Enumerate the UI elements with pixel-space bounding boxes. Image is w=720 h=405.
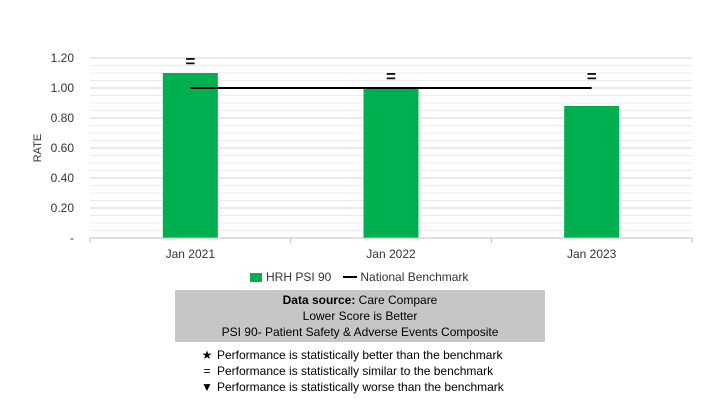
info-box: Data source: Care Compare Lower Score is…: [175, 290, 545, 342]
info-line-measure: PSI 90- Patient Safety & Adverse Events …: [221, 325, 499, 339]
note-text: Performance is statistically similar to …: [217, 364, 494, 378]
legend-line-icon: [343, 276, 358, 278]
x-tick-label: Jan 2021: [166, 247, 216, 261]
legend-swatch-icon: [250, 272, 262, 282]
data-source-label: Data source:: [282, 293, 356, 307]
legend-item-benchmark: National Benchmark: [343, 270, 468, 284]
bar: [162, 73, 218, 238]
y-tick-label: 0.20: [51, 201, 75, 215]
y-axis-title: RATE: [32, 134, 44, 163]
note-worse: ▼ Performance is statistically worse tha…: [200, 379, 504, 395]
y-tick-label: 1.00: [51, 81, 75, 95]
legend-label: National Benchmark: [360, 270, 469, 284]
notes-list: ★ Performance is statistically better th…: [200, 347, 504, 395]
y-tick-label: 0.60: [51, 141, 75, 155]
data-source-line: Data source: Care Compare: [175, 292, 545, 308]
bar: [564, 106, 620, 238]
info-line-score: Lower Score is Better: [302, 309, 418, 323]
bar: [363, 88, 419, 238]
note-text: Performance is statistically worse than …: [217, 380, 504, 394]
down-triangle-icon: ▼: [201, 380, 213, 394]
performance-marker: =: [386, 67, 396, 86]
y-tick-label: 0.80: [51, 111, 75, 125]
note-text: Performance is statistically better than…: [217, 348, 503, 362]
chart: = = = - 0.20 0.40 0.60 0.80 1.00 1.20 Jan 2021 Jan…: [32, 51, 693, 261]
x-tick-label: Jan 2022: [366, 247, 416, 261]
y-tick-label: -: [70, 231, 74, 245]
performance-markers: = = =: [185, 52, 596, 86]
performance-marker: =: [587, 67, 597, 86]
performance-marker: =: [185, 52, 195, 71]
star-icon: ★: [201, 348, 213, 362]
x-tick-label: Jan 2023: [567, 247, 617, 261]
legend-item-bars: HRH PSI 90: [250, 270, 331, 284]
note-similar: = Performance is statistically similar t…: [200, 363, 504, 379]
legend-label: HRH PSI 90: [266, 270, 332, 284]
data-source-value: Care Compare: [355, 293, 438, 307]
bars: [162, 73, 620, 238]
y-tick-label: 1.20: [51, 51, 75, 65]
note-better: ★ Performance is statistically better th…: [200, 347, 504, 363]
equals-icon: =: [203, 364, 211, 378]
axes: - 0.20 0.40 0.60 0.80 1.00 1.20 Jan 2021 Jan 202…: [51, 51, 693, 261]
y-tick-label: 0.40: [51, 171, 75, 185]
legend: HRH PSI 90 National Benchmark: [250, 268, 480, 286]
